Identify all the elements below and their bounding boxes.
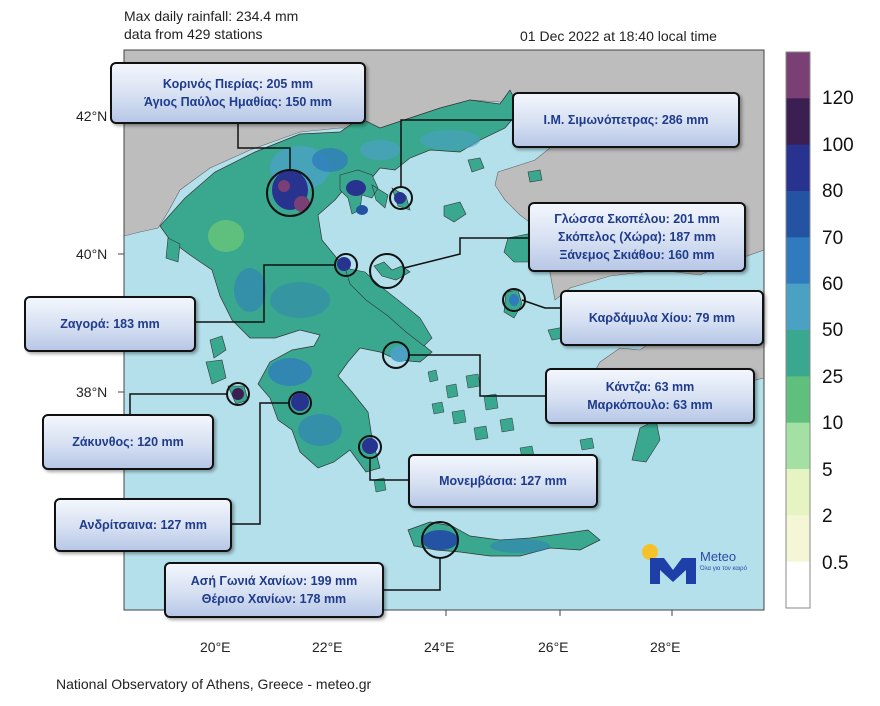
colorbar-band xyxy=(786,376,810,424)
colorbar-band xyxy=(786,561,810,609)
colorbar-band xyxy=(786,98,810,146)
callout-monemvasia: Μονεμβάσια: 127 mm xyxy=(408,454,598,508)
callout-line: Ζαγορά: 183 mm xyxy=(60,317,160,331)
meteo-logo xyxy=(642,544,696,584)
callout-line: Ασή Γωνιά Χανίων: 199 mm xyxy=(190,574,358,588)
colorbar-label: 60 xyxy=(822,274,844,295)
skiathos-skopelos xyxy=(373,261,411,281)
callout-zakynthos: Ζάκυνθος: 120 mm xyxy=(42,414,214,470)
colorbar-band xyxy=(786,144,810,192)
datetime-text: 01 Dec 2022 at 18:40 local time xyxy=(520,28,717,44)
callout-line: Κορινός Πιερίας: 205 mm xyxy=(162,77,314,91)
corfu xyxy=(165,237,181,263)
lon-label: 28°E xyxy=(650,639,681,655)
callout-line: Μονεμβάσια: 127 mm xyxy=(439,474,567,488)
max-rainfall-text: Max daily rainfall: 234.4 mm xyxy=(124,8,299,24)
callout-line: Ανδρίτσαινα: 127 mm xyxy=(78,518,208,532)
colorbar-label: 0.5 xyxy=(822,553,849,574)
colorbar-band xyxy=(786,330,810,377)
meteo-m-icon xyxy=(650,558,696,584)
cyclades xyxy=(427,369,595,459)
leader-lines xyxy=(129,119,560,591)
colorbar-frame xyxy=(785,51,811,609)
colorbar-band xyxy=(786,191,810,238)
colorbar xyxy=(786,52,810,609)
stations-text: data from 429 stations xyxy=(124,26,263,42)
circle-kardamyla xyxy=(502,288,526,312)
callout-line: Ι.Μ. Σιμωνόπετρας: 286 mm xyxy=(543,113,709,127)
lemnos xyxy=(443,201,467,223)
colorbar-band xyxy=(786,237,810,285)
greece-mainland xyxy=(159,89,521,473)
callout-line: Θέρισο Χανίων: 178 mm xyxy=(201,592,347,606)
lon-label: 20°E xyxy=(200,639,231,655)
lon-label: 24°E xyxy=(424,639,455,655)
colorbar-label: 50 xyxy=(822,320,844,341)
circle-skopelos xyxy=(369,253,405,289)
callout-simonopetra: Ι.Μ. Σιμωνόπετρας: 286 mm xyxy=(512,92,740,148)
lat-label: 40°N xyxy=(76,246,107,262)
colorbar-label: 2 xyxy=(822,506,833,527)
callout-line: Μαρκόπουλο: 63 mm xyxy=(587,398,713,412)
colorbar-band xyxy=(786,283,810,331)
thasos xyxy=(467,157,485,173)
euboea xyxy=(344,267,433,347)
sun-icon xyxy=(642,544,658,560)
callout-andritsaina: Ανδρίτσαινα: 127 mm xyxy=(54,498,232,552)
lon-label: 26°E xyxy=(538,639,569,655)
callout-skopelos: Γλώσσα Σκοπέλου: 201 mm Σκόπελος (Χώρα):… xyxy=(528,202,746,272)
callout-zagora: Ζαγορά: 183 mm xyxy=(24,296,196,352)
lat-label: 42°N xyxy=(76,108,107,124)
callout-kardamyla: Καρδάμυλα Χίου: 79 mm xyxy=(560,290,764,346)
colorbar-band xyxy=(786,515,810,563)
colorbar-band xyxy=(786,52,810,99)
callout-line: Καρδάμυλα Χίου: 79 mm xyxy=(588,311,736,325)
colorbar-label: 100 xyxy=(822,135,854,156)
colorbar-band xyxy=(786,422,810,470)
kythira xyxy=(373,477,387,493)
lat-label: 38°N xyxy=(76,384,107,400)
colorbar-label: 120 xyxy=(822,88,854,109)
colorbar-label: 80 xyxy=(822,181,844,202)
callout-chania: Ασή Γωνιά Χανίων: 199 mm Θέρισο Χανίων: … xyxy=(164,562,384,618)
colorbar-label: 25 xyxy=(822,367,844,388)
colorbar-label: 5 xyxy=(822,460,833,481)
colorbar-label: 10 xyxy=(822,413,844,434)
callout-line: Κάντζα: 63 mm xyxy=(605,380,695,394)
footer-credit: National Observatory of Athens, Greece -… xyxy=(56,676,372,692)
callout-line: Γλώσσα Σκοπέλου: 201 mm xyxy=(554,212,720,226)
colorbar-label: 70 xyxy=(822,228,844,249)
logo-tagline: Όλα για τον καιρό xyxy=(700,566,747,572)
axis-labels: 42°N 40°N 38°N 20°E 22°E 24°E 26°E 28°E xyxy=(76,108,681,655)
callout-line: Άγιος Παύλος Ημαθίας: 150 mm xyxy=(144,95,332,109)
callout-line: Σκόπελος (Χώρα): 187 mm xyxy=(558,230,716,244)
callout-line: Ζάκυνθος: 120 mm xyxy=(72,435,184,449)
rainfall-patches xyxy=(208,130,550,553)
callout-line: Ξάνεμος Σκιάθου: 160 mm xyxy=(559,248,715,262)
samothraki xyxy=(527,169,543,183)
lefkada-kefalonia xyxy=(205,335,227,385)
colorbar-band xyxy=(786,469,810,516)
callout-kantza: Κάντζα: 63 mm Μαρκόπουλο: 63 mm xyxy=(545,368,755,424)
callout-korinos: Κορινός Πιερίας: 205 mm Άγιος Παύλος Ημα… xyxy=(110,62,366,124)
lon-label: 22°E xyxy=(312,639,343,655)
logo-name: Meteo xyxy=(700,549,737,564)
